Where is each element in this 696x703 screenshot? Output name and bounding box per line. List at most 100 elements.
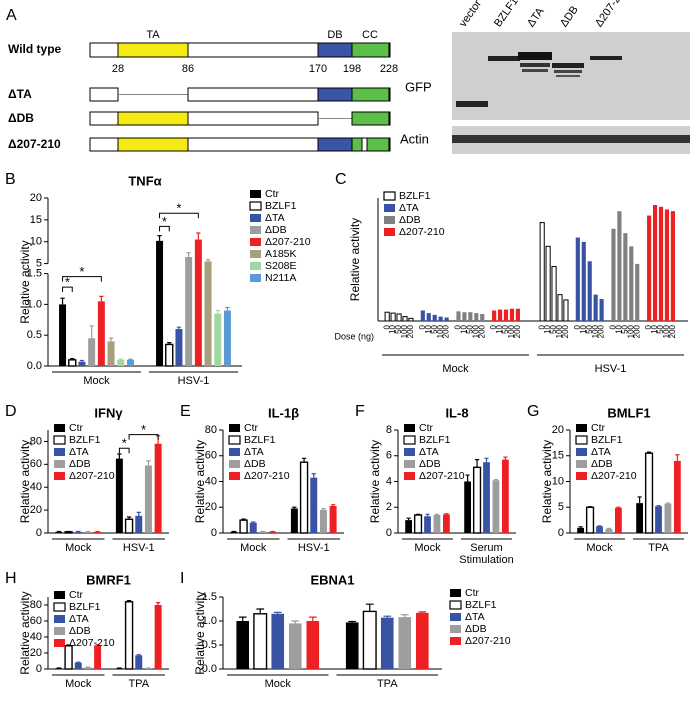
category-label: TPA (648, 542, 669, 554)
dose-label: 10 (460, 324, 469, 333)
bar (577, 527, 585, 533)
dose-label: 50 (585, 324, 594, 333)
legend-label: ΔTA (591, 446, 611, 458)
category-label-box: Mock (264, 678, 291, 690)
bar (306, 621, 320, 669)
y-axis-label: Relative activity (540, 440, 554, 523)
y-tick-label: 1.0 (27, 298, 42, 310)
dose-label: 50 (549, 324, 558, 333)
error-bar (406, 517, 411, 521)
bar (236, 621, 250, 669)
category-label-box: TPA (128, 678, 149, 690)
bar (539, 222, 545, 322)
error-bar (321, 507, 326, 510)
legend-label: ΔDB (419, 458, 441, 470)
bar (204, 261, 212, 366)
bar (480, 313, 485, 321)
bar (635, 263, 640, 321)
y-tick-label: 1.5 (27, 268, 42, 280)
bar (194, 239, 202, 366)
category-label-box: Serum Stimulation (459, 542, 513, 566)
error-bar (118, 358, 123, 360)
position-label: 170 (309, 63, 327, 75)
domain-label: CC (362, 29, 378, 41)
chart-title: TNFα (128, 173, 161, 188)
error-bar (301, 457, 307, 463)
dose-label: 200 (668, 324, 677, 338)
y-axis-label: Relative activity (18, 240, 32, 323)
bar (117, 359, 125, 366)
bar (596, 526, 603, 533)
legend-swatch (250, 238, 261, 246)
bar (557, 294, 563, 322)
category-label: Mock (442, 363, 469, 375)
legend-label: Δ207-210 (465, 635, 511, 647)
y-tick-label: 20 (552, 424, 564, 436)
wild-type-construct (89, 42, 391, 58)
bar (230, 531, 238, 533)
dose-label: 100 (400, 324, 409, 338)
dose-label: 100 (436, 324, 445, 338)
y-tick-label: 40 (30, 631, 42, 643)
legend-label: ΔDB (69, 625, 91, 637)
bar (124, 518, 134, 534)
category-label-box: Mock (65, 542, 91, 554)
legend-swatch (54, 424, 65, 432)
category-label: HSV-1 (177, 375, 210, 387)
category-label: Mock (264, 678, 291, 690)
panel-label: G (527, 403, 539, 420)
bar (664, 503, 672, 533)
error-bar (273, 611, 282, 614)
bar (614, 507, 622, 533)
lane-label: BZLF1 (492, 0, 521, 29)
y-axis-label: Relative activity (18, 591, 32, 674)
error-bar (256, 608, 265, 614)
error-bar (89, 325, 94, 339)
bar (115, 668, 123, 669)
legend-swatch (404, 460, 415, 468)
legend-swatch (575, 435, 588, 445)
bar (444, 317, 449, 321)
legend-label: ΔTA (244, 446, 264, 458)
bar (509, 308, 515, 321)
legend-swatch (576, 472, 587, 480)
bar (492, 310, 497, 321)
bar (605, 528, 613, 533)
error-bar (205, 259, 211, 262)
category-label-box: TPA (377, 678, 398, 690)
cc-domain (351, 42, 390, 58)
error-bar (99, 295, 104, 302)
significance-bracket (62, 276, 102, 282)
ta-domain (117, 137, 189, 152)
bar (74, 531, 82, 533)
bar (426, 313, 431, 321)
legend-label: Ctr (69, 422, 84, 434)
bar (271, 613, 285, 669)
y-tick-label: 6 (386, 450, 392, 462)
bar (362, 610, 377, 670)
db-domain (317, 42, 353, 58)
error-bar (400, 614, 409, 618)
error-bar (136, 511, 141, 516)
bar (290, 508, 298, 533)
dose-label: 50 (465, 324, 474, 333)
legend-label: ΔDB (399, 214, 421, 226)
significance-label: * (176, 201, 181, 216)
category-label-box: TPA (648, 542, 669, 554)
error-bar (493, 478, 499, 481)
lane-label: ΔDB (558, 4, 581, 29)
bar (492, 480, 500, 533)
legend-label: Δ207-210 (419, 470, 465, 482)
legend-swatch (249, 201, 262, 211)
bar (402, 316, 408, 322)
y-tick-label: 20 (30, 192, 42, 204)
y-tick-label: 0 (558, 527, 564, 539)
category-label: HSV-1 (122, 542, 155, 554)
y-tick-label: 10 (552, 475, 564, 487)
construct-label: Δ207-210 (8, 137, 61, 151)
dose-label: 200 (513, 324, 522, 338)
legend-swatch (54, 448, 65, 456)
error-bar (215, 309, 220, 314)
legend-swatch (229, 424, 240, 432)
legend-label: Δ207-210 (399, 226, 445, 238)
